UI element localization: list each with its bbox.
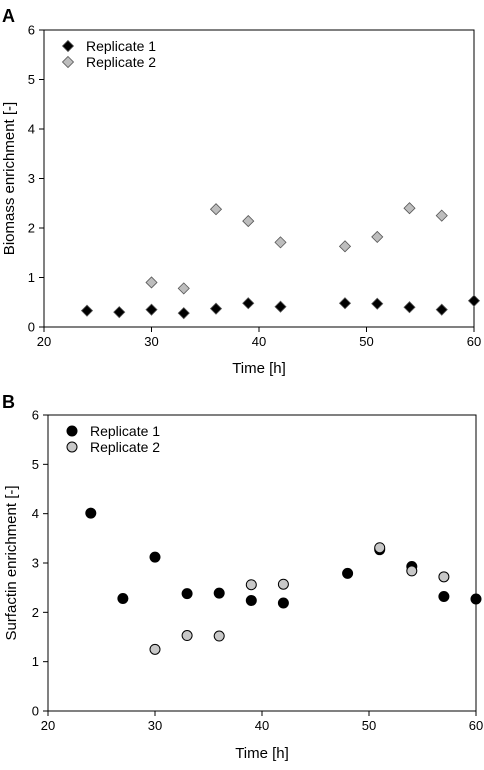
data-point: [277, 597, 289, 609]
legend-label: Replicate 1: [86, 38, 156, 54]
y-tick-label: 4: [28, 122, 35, 137]
data-point: [145, 276, 158, 289]
data-point: [277, 578, 289, 590]
data-point: [245, 579, 257, 591]
data-point: [242, 297, 255, 310]
data-point: [209, 203, 223, 216]
data-point: [470, 593, 482, 605]
data-point: [242, 215, 255, 228]
y-axis-label: Surfactin enrichment [-]: [3, 485, 20, 640]
legend-marker: [66, 425, 78, 437]
data-point: [467, 294, 481, 307]
y-tick-label: 4: [32, 506, 39, 521]
x-tick-label: 30: [148, 718, 162, 733]
legend-marker: [61, 39, 75, 53]
y-tick-label: 5: [32, 457, 39, 472]
x-tick-label: 50: [359, 334, 373, 349]
y-tick-label: 0: [28, 320, 35, 335]
data-point: [177, 282, 190, 295]
y-tick-label: 1: [28, 270, 35, 285]
legend-label: Replicate 2: [90, 439, 160, 455]
data-point: [213, 587, 225, 599]
panel-label: B: [2, 392, 15, 412]
panel-label: A: [2, 6, 15, 26]
legend-label: Replicate 2: [86, 54, 156, 70]
legend-label: Replicate 1: [90, 423, 160, 439]
x-axis-label: Time [h]: [235, 745, 289, 762]
y-tick-label: 2: [32, 605, 39, 620]
data-point: [438, 571, 450, 583]
data-point: [274, 236, 287, 249]
panel-a: A 20 30 40 50 60 0 1 2 3 4 5 6 Time [h] Biomass enrich…: [1, 6, 481, 377]
y-axis-label: Biomass enrichment [-]: [1, 102, 18, 255]
data-point: [80, 304, 94, 317]
data-point: [213, 630, 225, 642]
data-point: [177, 307, 190, 320]
data-point: [85, 507, 97, 519]
y-tick-label: 2: [28, 221, 35, 236]
data-point: [117, 593, 129, 605]
x-axis-label: Time [h]: [232, 360, 286, 377]
x-tick-label: 40: [255, 718, 269, 733]
data-point: [406, 565, 418, 577]
data-point: [245, 594, 257, 606]
data-point: [435, 303, 448, 316]
y-tick-label: 6: [32, 408, 39, 423]
y-tick-label: 3: [28, 171, 35, 186]
data-point: [371, 297, 384, 310]
data-point: [274, 300, 287, 313]
y-tick-label: 1: [32, 654, 39, 669]
y-tick-label: 3: [32, 556, 39, 571]
data-point: [113, 306, 126, 319]
y-tick-label: 0: [32, 704, 39, 719]
panel-b: B 20 30 40 50 60 0 1 2 3 4 5 6 Time [h] Surfactin enri…: [2, 392, 483, 762]
data-point: [149, 551, 161, 563]
y-tick-label: 5: [28, 72, 35, 87]
data-point: [338, 240, 352, 253]
plot-frame: [43, 29, 475, 328]
x-tick-label: 60: [467, 334, 481, 349]
data-point: [374, 542, 386, 554]
data-point: [403, 301, 416, 314]
x-tick-label: 20: [37, 334, 51, 349]
x-tick-label: 60: [469, 718, 483, 733]
data-point: [145, 303, 158, 316]
x-tick-label: 50: [362, 718, 376, 733]
data-point: [435, 209, 448, 222]
data-point: [149, 643, 161, 655]
data-point: [338, 297, 352, 310]
x-tick-label: 40: [252, 334, 266, 349]
data-point: [209, 302, 223, 315]
legend-marker: [61, 55, 75, 69]
data-point: [438, 591, 450, 603]
data-point: [403, 202, 416, 215]
legend-marker: [66, 441, 78, 453]
x-tick-label: 30: [144, 334, 158, 349]
data-point: [371, 230, 384, 243]
y-tick-label: 6: [28, 23, 35, 38]
data-point: [181, 588, 193, 600]
data-point: [181, 630, 193, 642]
data-point: [342, 567, 354, 579]
x-tick-label: 20: [41, 718, 55, 733]
